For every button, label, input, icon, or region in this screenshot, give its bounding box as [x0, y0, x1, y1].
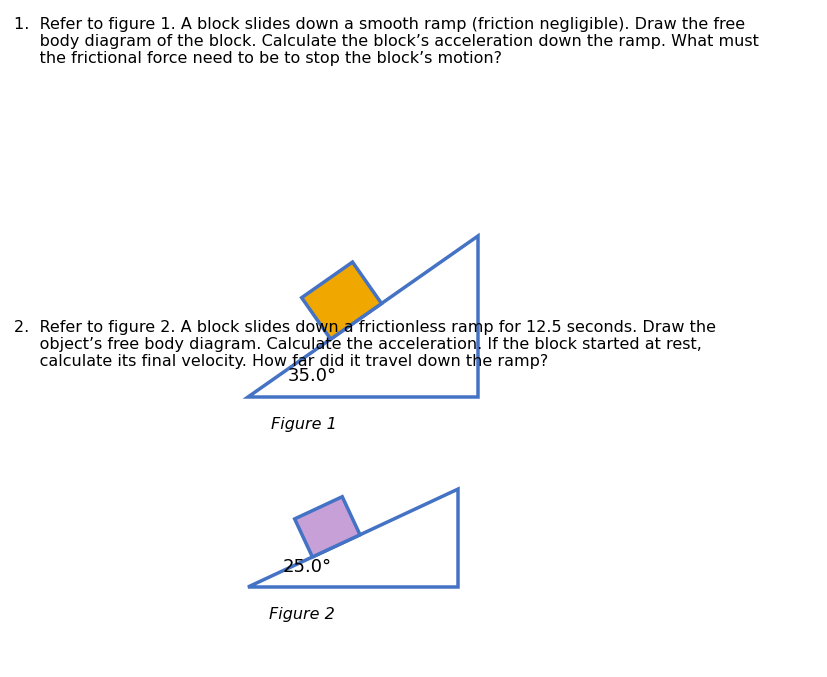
Text: Figure 1: Figure 1: [270, 417, 337, 432]
Polygon shape: [294, 497, 360, 557]
Text: body diagram of the block. Calculate the block’s acceleration down the ramp. Wha: body diagram of the block. Calculate the…: [14, 34, 758, 49]
Text: object’s free body diagram. Calculate the acceleration. If the block started at : object’s free body diagram. Calculate th…: [14, 337, 701, 352]
Text: calculate its final velocity. How far did it travel down the ramp?: calculate its final velocity. How far di…: [14, 354, 547, 369]
Text: the frictional force need to be to stop the block’s motion?: the frictional force need to be to stop …: [14, 51, 501, 66]
Text: Figure 2: Figure 2: [269, 607, 334, 622]
Text: 2.  Refer to figure 2. A block slides down a frictionless ramp for 12.5 seconds.: 2. Refer to figure 2. A block slides dow…: [14, 320, 715, 335]
Text: 35.0°: 35.0°: [288, 368, 337, 385]
Polygon shape: [301, 262, 381, 339]
Text: 1.  Refer to figure 1. A block slides down a smooth ramp (friction negligible). : 1. Refer to figure 1. A block slides dow…: [14, 17, 744, 32]
Text: 25.0°: 25.0°: [282, 559, 331, 577]
